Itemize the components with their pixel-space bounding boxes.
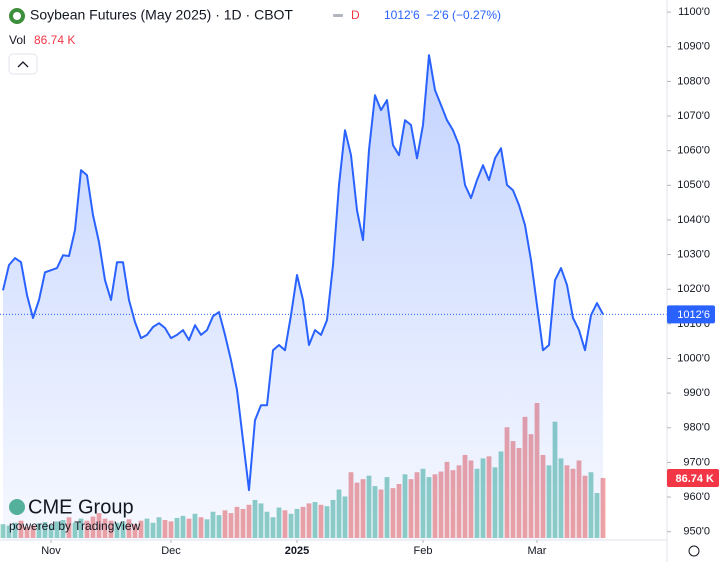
price-change: −2'6 (−0.27%) <box>426 8 501 22</box>
x-tick-label: 2025 <box>285 545 309 557</box>
y-tick-label: 1060'0 <box>677 145 710 157</box>
watermark: CME Group powered by TradingView <box>9 496 141 533</box>
last-price-tag-label: 1012'6 <box>677 309 710 321</box>
watermark-logo: CME Group <box>28 496 134 518</box>
price-area <box>3 55 603 540</box>
y-tick-label: 990'0 <box>683 387 710 399</box>
status-dash <box>333 14 343 17</box>
symbol-icon <box>13 12 21 20</box>
collapse-button[interactable] <box>8 53 38 75</box>
y-tick-label: 960'0 <box>683 491 710 503</box>
collapse-icon <box>17 61 29 68</box>
y-tick-label: 1040'0 <box>677 214 710 226</box>
delay-badge: D <box>351 8 360 22</box>
y-tick-label: 1090'0 <box>677 41 710 53</box>
y-tick-label: 1100'0 <box>678 6 710 18</box>
header: Soybean Futures (May 2025) · 1D · CBOT D… <box>8 7 501 75</box>
watermark-powered: powered by TradingView <box>9 519 141 533</box>
volume-title: Vol <box>9 33 26 47</box>
y-tick-label: 1070'0 <box>677 110 710 122</box>
last-price-tag <box>667 305 715 324</box>
volume-value: 86.74 K <box>34 33 75 47</box>
y-tick-label: 1030'0 <box>677 248 710 260</box>
chart-title: Soybean Futures (May 2025) · 1D · CBOT <box>30 7 293 23</box>
y-tick-label: 970'0 <box>683 456 710 468</box>
y-tick-label: 1000'0 <box>677 352 710 364</box>
price-line <box>2 54 604 492</box>
volume-tag-label: 86.74 K <box>675 473 714 485</box>
y-tick-label: 950'0 <box>683 526 710 538</box>
x-tick-label: Mar <box>528 545 547 557</box>
y-tick-label: 980'0 <box>683 422 710 434</box>
y-tick-label: 1020'0 <box>677 283 710 295</box>
logo <box>9 499 25 515</box>
x-tick-label: Feb <box>414 545 433 557</box>
axes: 950'0960'0970'0980'0990'01000'01010'0102… <box>41 6 719 557</box>
last-price: 1012'6 <box>384 8 420 22</box>
x-tick-label: Dec <box>161 545 181 557</box>
volume-tag <box>667 468 719 487</box>
y-tick-label: 1080'0 <box>677 75 710 87</box>
plot-area <box>0 54 667 540</box>
x-tick-label: Nov <box>41 545 61 557</box>
y-tick-label: 1050'0 <box>677 179 710 191</box>
settings-icon[interactable] <box>688 545 700 557</box>
